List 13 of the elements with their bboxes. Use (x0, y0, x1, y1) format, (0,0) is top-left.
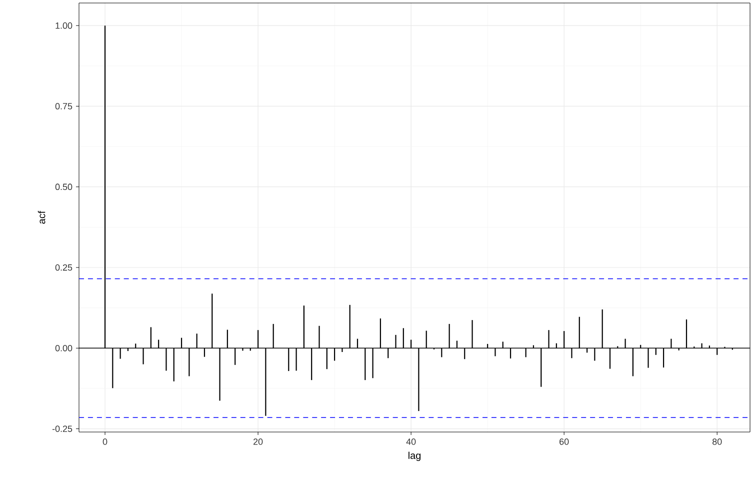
x-axis-title: lag (408, 452, 421, 461)
x-tick-label: 80 (712, 438, 722, 445)
y-axis-title: acf (38, 210, 46, 224)
y-tick-label: 0.00 (55, 344, 72, 352)
x-tick-label: 0 (102, 438, 108, 445)
y-tick-label: -0.25 (52, 426, 72, 432)
x-tick-label: 40 (406, 438, 416, 445)
y-tick-label: 0.75 (55, 103, 72, 110)
x-tick-label: 60 (560, 438, 569, 445)
y-tick-label: 0.25 (55, 264, 72, 271)
x-tick-label: 20 (254, 438, 263, 445)
y-tick-label: 0.50 (55, 184, 72, 190)
y-tick-label: 1.00 (56, 22, 72, 29)
